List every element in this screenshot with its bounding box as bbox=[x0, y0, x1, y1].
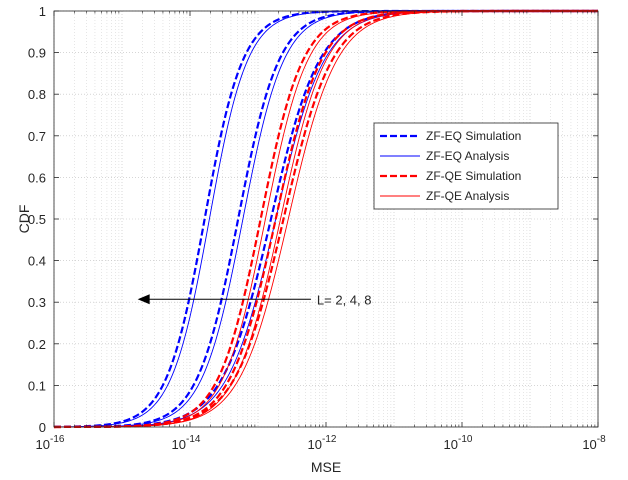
x-tick-exponent: -14 bbox=[186, 434, 201, 445]
tick-labels: 10-16 10-14 10-12 10-10 10-800.10.20.30.40.5… bbox=[28, 4, 606, 452]
legend-label: ZF-QE Simulation bbox=[426, 169, 521, 183]
x-axis-title: MSE bbox=[311, 459, 341, 475]
x-tick-base: 10 bbox=[444, 437, 458, 452]
y-tick-label: 0.5 bbox=[28, 212, 46, 227]
axis-ticks bbox=[53, 10, 599, 428]
y-tick-label: 0.3 bbox=[28, 295, 46, 310]
x-tick-base: 10 bbox=[172, 437, 186, 452]
x-tick-label: 10-12 bbox=[308, 434, 337, 452]
x-tick-label: 10-14 bbox=[172, 434, 201, 452]
y-tick-label: 0.9 bbox=[28, 46, 46, 61]
y-tick-label: 0.4 bbox=[28, 254, 46, 269]
x-tick-base: 10 bbox=[582, 437, 596, 452]
x-tick-exponent: -16 bbox=[50, 434, 65, 445]
x-tick-exponent: -10 bbox=[458, 434, 473, 445]
y-tick-label: 0.2 bbox=[28, 337, 46, 352]
arrow-head-icon bbox=[137, 294, 150, 305]
x-tick-base: 10 bbox=[36, 437, 50, 452]
x-tick-base: 10 bbox=[308, 437, 322, 452]
y-tick-label: 0 bbox=[39, 420, 46, 435]
legend-label: ZF-EQ Simulation bbox=[426, 129, 521, 143]
legend-box bbox=[373, 122, 559, 210]
y-tick-label: 0.7 bbox=[28, 129, 46, 144]
annotation: L= 2, 4, 8 bbox=[137, 292, 372, 307]
x-tick-label: 10-16 bbox=[36, 434, 65, 452]
legend-label: ZF-EQ Analysis bbox=[426, 149, 509, 163]
y-axis-title: CDF bbox=[16, 205, 32, 234]
y-tick-label: 0.1 bbox=[28, 378, 46, 393]
x-tick-label: 10-8 bbox=[582, 434, 606, 452]
y-tick-label: 1 bbox=[39, 4, 46, 19]
legend-label: ZF-QE Analysis bbox=[426, 189, 509, 203]
x-tick-exponent: -8 bbox=[597, 434, 606, 445]
x-tick-label: 10-10 bbox=[444, 434, 473, 452]
annotation-label: L= 2, 4, 8 bbox=[317, 292, 372, 307]
legend: ZF-EQ Simulation ZF-EQ Analysis ZF-QE Simu… bbox=[373, 122, 559, 210]
x-tick-exponent: -12 bbox=[322, 434, 337, 445]
y-tick-label: 0.6 bbox=[28, 170, 46, 185]
y-tick-label: 0.8 bbox=[28, 87, 46, 102]
